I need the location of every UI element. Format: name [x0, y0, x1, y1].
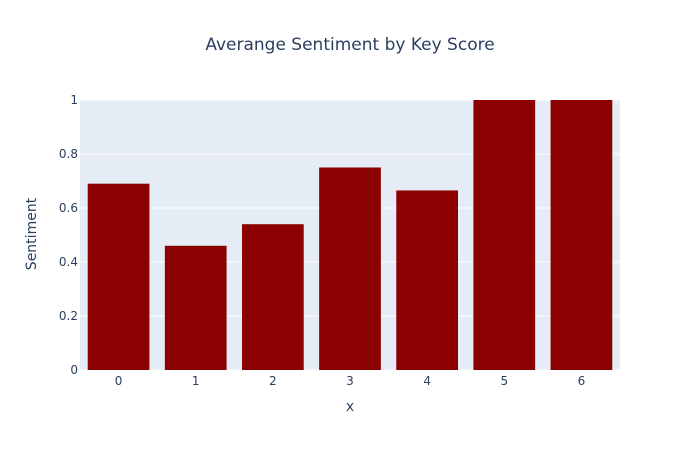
y-tick-label: 0.6 [59, 201, 78, 215]
bars [87, 100, 613, 371]
bar-2[interactable] [242, 224, 304, 370]
y-tick-label: 1 [70, 93, 78, 107]
y-tick-label: 0.2 [59, 309, 78, 323]
x-tick-label: 3 [346, 374, 354, 388]
y-axis-ticks: 0 0.2 0.4 0.6 0.8 1 [59, 93, 78, 377]
y-tick-label: 0 [70, 363, 78, 377]
bar-0[interactable] [87, 183, 150, 370]
x-tick-label: 6 [578, 374, 586, 388]
chart-title: Averange Sentiment by Key Score [205, 35, 494, 55]
y-tick-label: 0.8 [59, 147, 78, 161]
bar-6[interactable] [550, 100, 613, 370]
x-tick-label: 1 [192, 374, 200, 388]
x-tick-label: 2 [269, 374, 277, 388]
y-axis-title: Sentiment [24, 197, 40, 270]
bar-5[interactable] [473, 100, 536, 370]
x-tick-label: 5 [500, 374, 508, 388]
bar-3[interactable] [319, 167, 381, 371]
y-tick-label: 0.4 [59, 255, 78, 269]
x-tick-label: 0 [115, 374, 123, 388]
bar-1[interactable] [164, 245, 227, 370]
x-tick-label: 4 [423, 374, 431, 388]
x-axis-ticks: 0 1 2 3 4 5 6 [115, 374, 585, 388]
bar-4[interactable] [396, 190, 458, 370]
x-axis-title: x [346, 399, 354, 415]
